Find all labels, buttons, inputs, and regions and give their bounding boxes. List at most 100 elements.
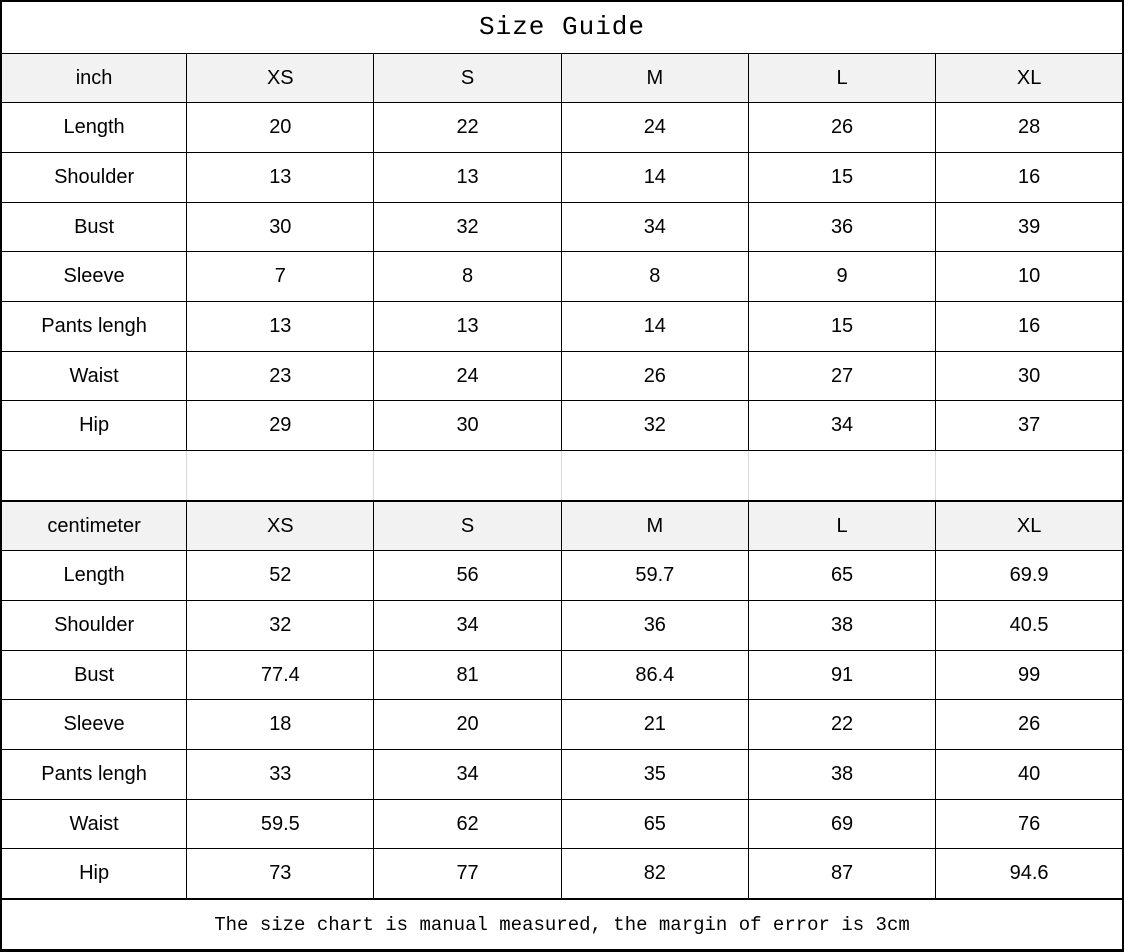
footer-note: The size chart is manual measured, the m… xyxy=(0,898,1124,952)
value-cell: 29 xyxy=(186,400,375,452)
value-cell: 56 xyxy=(373,550,562,602)
value-cell: 30 xyxy=(373,400,562,452)
size-header-cell: S xyxy=(373,499,562,552)
spacer-cell xyxy=(560,450,749,502)
table-row: Waist 59.5 62 65 69 76 xyxy=(0,798,1124,850)
page-title: Size Guide xyxy=(0,0,1124,54)
value-cell: 13 xyxy=(186,301,375,352)
footer-row: The size chart is manual measured, the m… xyxy=(0,898,1124,952)
row-label-cell: Shoulder xyxy=(0,600,188,651)
spacer-cell xyxy=(747,450,937,502)
value-cell: 62 xyxy=(373,798,562,850)
table-row: Hip 73 77 82 87 94.6 xyxy=(0,848,1124,900)
value-cell: 7 xyxy=(186,251,375,303)
row-label-cell: Sleeve xyxy=(0,699,188,751)
value-cell: 65 xyxy=(747,550,937,602)
spacer-cell xyxy=(0,450,188,502)
row-label-cell: Length xyxy=(0,102,188,154)
value-cell: 26 xyxy=(560,350,749,402)
value-cell: 86.4 xyxy=(560,649,749,701)
unit-header-cell: inch xyxy=(0,52,188,104)
value-cell: 34 xyxy=(373,749,562,800)
value-cell: 20 xyxy=(373,699,562,751)
value-cell: 20 xyxy=(186,102,375,154)
value-cell: 91 xyxy=(747,649,937,701)
size-header-cell: S xyxy=(373,52,562,104)
table-row: Pants lengh 13 13 14 15 16 xyxy=(0,301,1124,352)
value-cell: 34 xyxy=(373,600,562,651)
row-label-cell: Sleeve xyxy=(0,251,188,303)
value-cell: 24 xyxy=(560,102,749,154)
row-label-cell: Pants lengh xyxy=(0,301,188,352)
value-cell: 65 xyxy=(560,798,749,850)
value-cell: 16 xyxy=(935,152,1124,203)
value-cell: 13 xyxy=(373,301,562,352)
value-cell: 36 xyxy=(747,201,937,253)
row-label-cell: Hip xyxy=(0,848,188,900)
value-cell: 39 xyxy=(935,201,1124,253)
value-cell: 81 xyxy=(373,649,562,701)
value-cell: 36 xyxy=(560,600,749,651)
size-header-cell: L xyxy=(747,52,937,104)
value-cell: 69.9 xyxy=(935,550,1124,602)
value-cell: 69 xyxy=(747,798,937,850)
row-label-cell: Bust xyxy=(0,649,188,701)
value-cell: 34 xyxy=(747,400,937,452)
value-cell: 30 xyxy=(186,201,375,253)
row-label-cell: Waist xyxy=(0,350,188,402)
value-cell: 77 xyxy=(373,848,562,900)
value-cell: 99 xyxy=(935,649,1124,701)
size-header-cell: M xyxy=(560,499,749,552)
table-row: Sleeve 7 8 8 9 10 xyxy=(0,251,1124,303)
value-cell: 14 xyxy=(560,301,749,352)
size-header-cell: L xyxy=(747,499,937,552)
value-cell: 37 xyxy=(935,400,1124,452)
value-cell: 27 xyxy=(747,350,937,402)
value-cell: 33 xyxy=(186,749,375,800)
value-cell: 32 xyxy=(373,201,562,253)
value-cell: 9 xyxy=(747,251,937,303)
table-row: Length 52 56 59.7 65 69.9 xyxy=(0,550,1124,602)
value-cell: 8 xyxy=(560,251,749,303)
spacer-cell xyxy=(186,450,375,502)
value-cell: 28 xyxy=(935,102,1124,154)
spacer-cell xyxy=(373,450,562,502)
value-cell: 30 xyxy=(935,350,1124,402)
value-cell: 24 xyxy=(373,350,562,402)
table-row: Sleeve 18 20 21 22 26 xyxy=(0,699,1124,751)
value-cell: 76 xyxy=(935,798,1124,850)
value-cell: 15 xyxy=(747,152,937,203)
value-cell: 73 xyxy=(186,848,375,900)
row-label-cell: Waist xyxy=(0,798,188,850)
row-label-cell: Length xyxy=(0,550,188,602)
row-label-cell: Bust xyxy=(0,201,188,253)
value-cell: 32 xyxy=(560,400,749,452)
spacer-cell xyxy=(935,450,1124,502)
value-cell: 23 xyxy=(186,350,375,402)
table-row: Bust 77.4 81 86.4 91 99 xyxy=(0,649,1124,701)
value-cell: 26 xyxy=(935,699,1124,751)
value-cell: 35 xyxy=(560,749,749,800)
value-cell: 87 xyxy=(747,848,937,900)
row-label-cell: Pants lengh xyxy=(0,749,188,800)
table-row: Shoulder 32 34 36 38 40.5 xyxy=(0,600,1124,651)
value-cell: 15 xyxy=(747,301,937,352)
table-row: Bust 30 32 34 36 39 xyxy=(0,201,1124,253)
value-cell: 77.4 xyxy=(186,649,375,701)
table-row: Size Guide xyxy=(0,0,1124,54)
value-cell: 26 xyxy=(747,102,937,154)
value-cell: 8 xyxy=(373,251,562,303)
size-header-cell: XS xyxy=(186,499,375,552)
value-cell: 14 xyxy=(560,152,749,203)
spacer-row xyxy=(0,450,1124,502)
value-cell: 22 xyxy=(747,699,937,751)
value-cell: 38 xyxy=(747,600,937,651)
value-cell: 38 xyxy=(747,749,937,800)
row-label-cell: Shoulder xyxy=(0,152,188,203)
table-row: centimeter XS S M L XL xyxy=(0,499,1124,552)
size-header-cell: M xyxy=(560,52,749,104)
value-cell: 34 xyxy=(560,201,749,253)
value-cell: 52 xyxy=(186,550,375,602)
size-header-cell: XL xyxy=(935,52,1124,104)
value-cell: 40.5 xyxy=(935,600,1124,651)
